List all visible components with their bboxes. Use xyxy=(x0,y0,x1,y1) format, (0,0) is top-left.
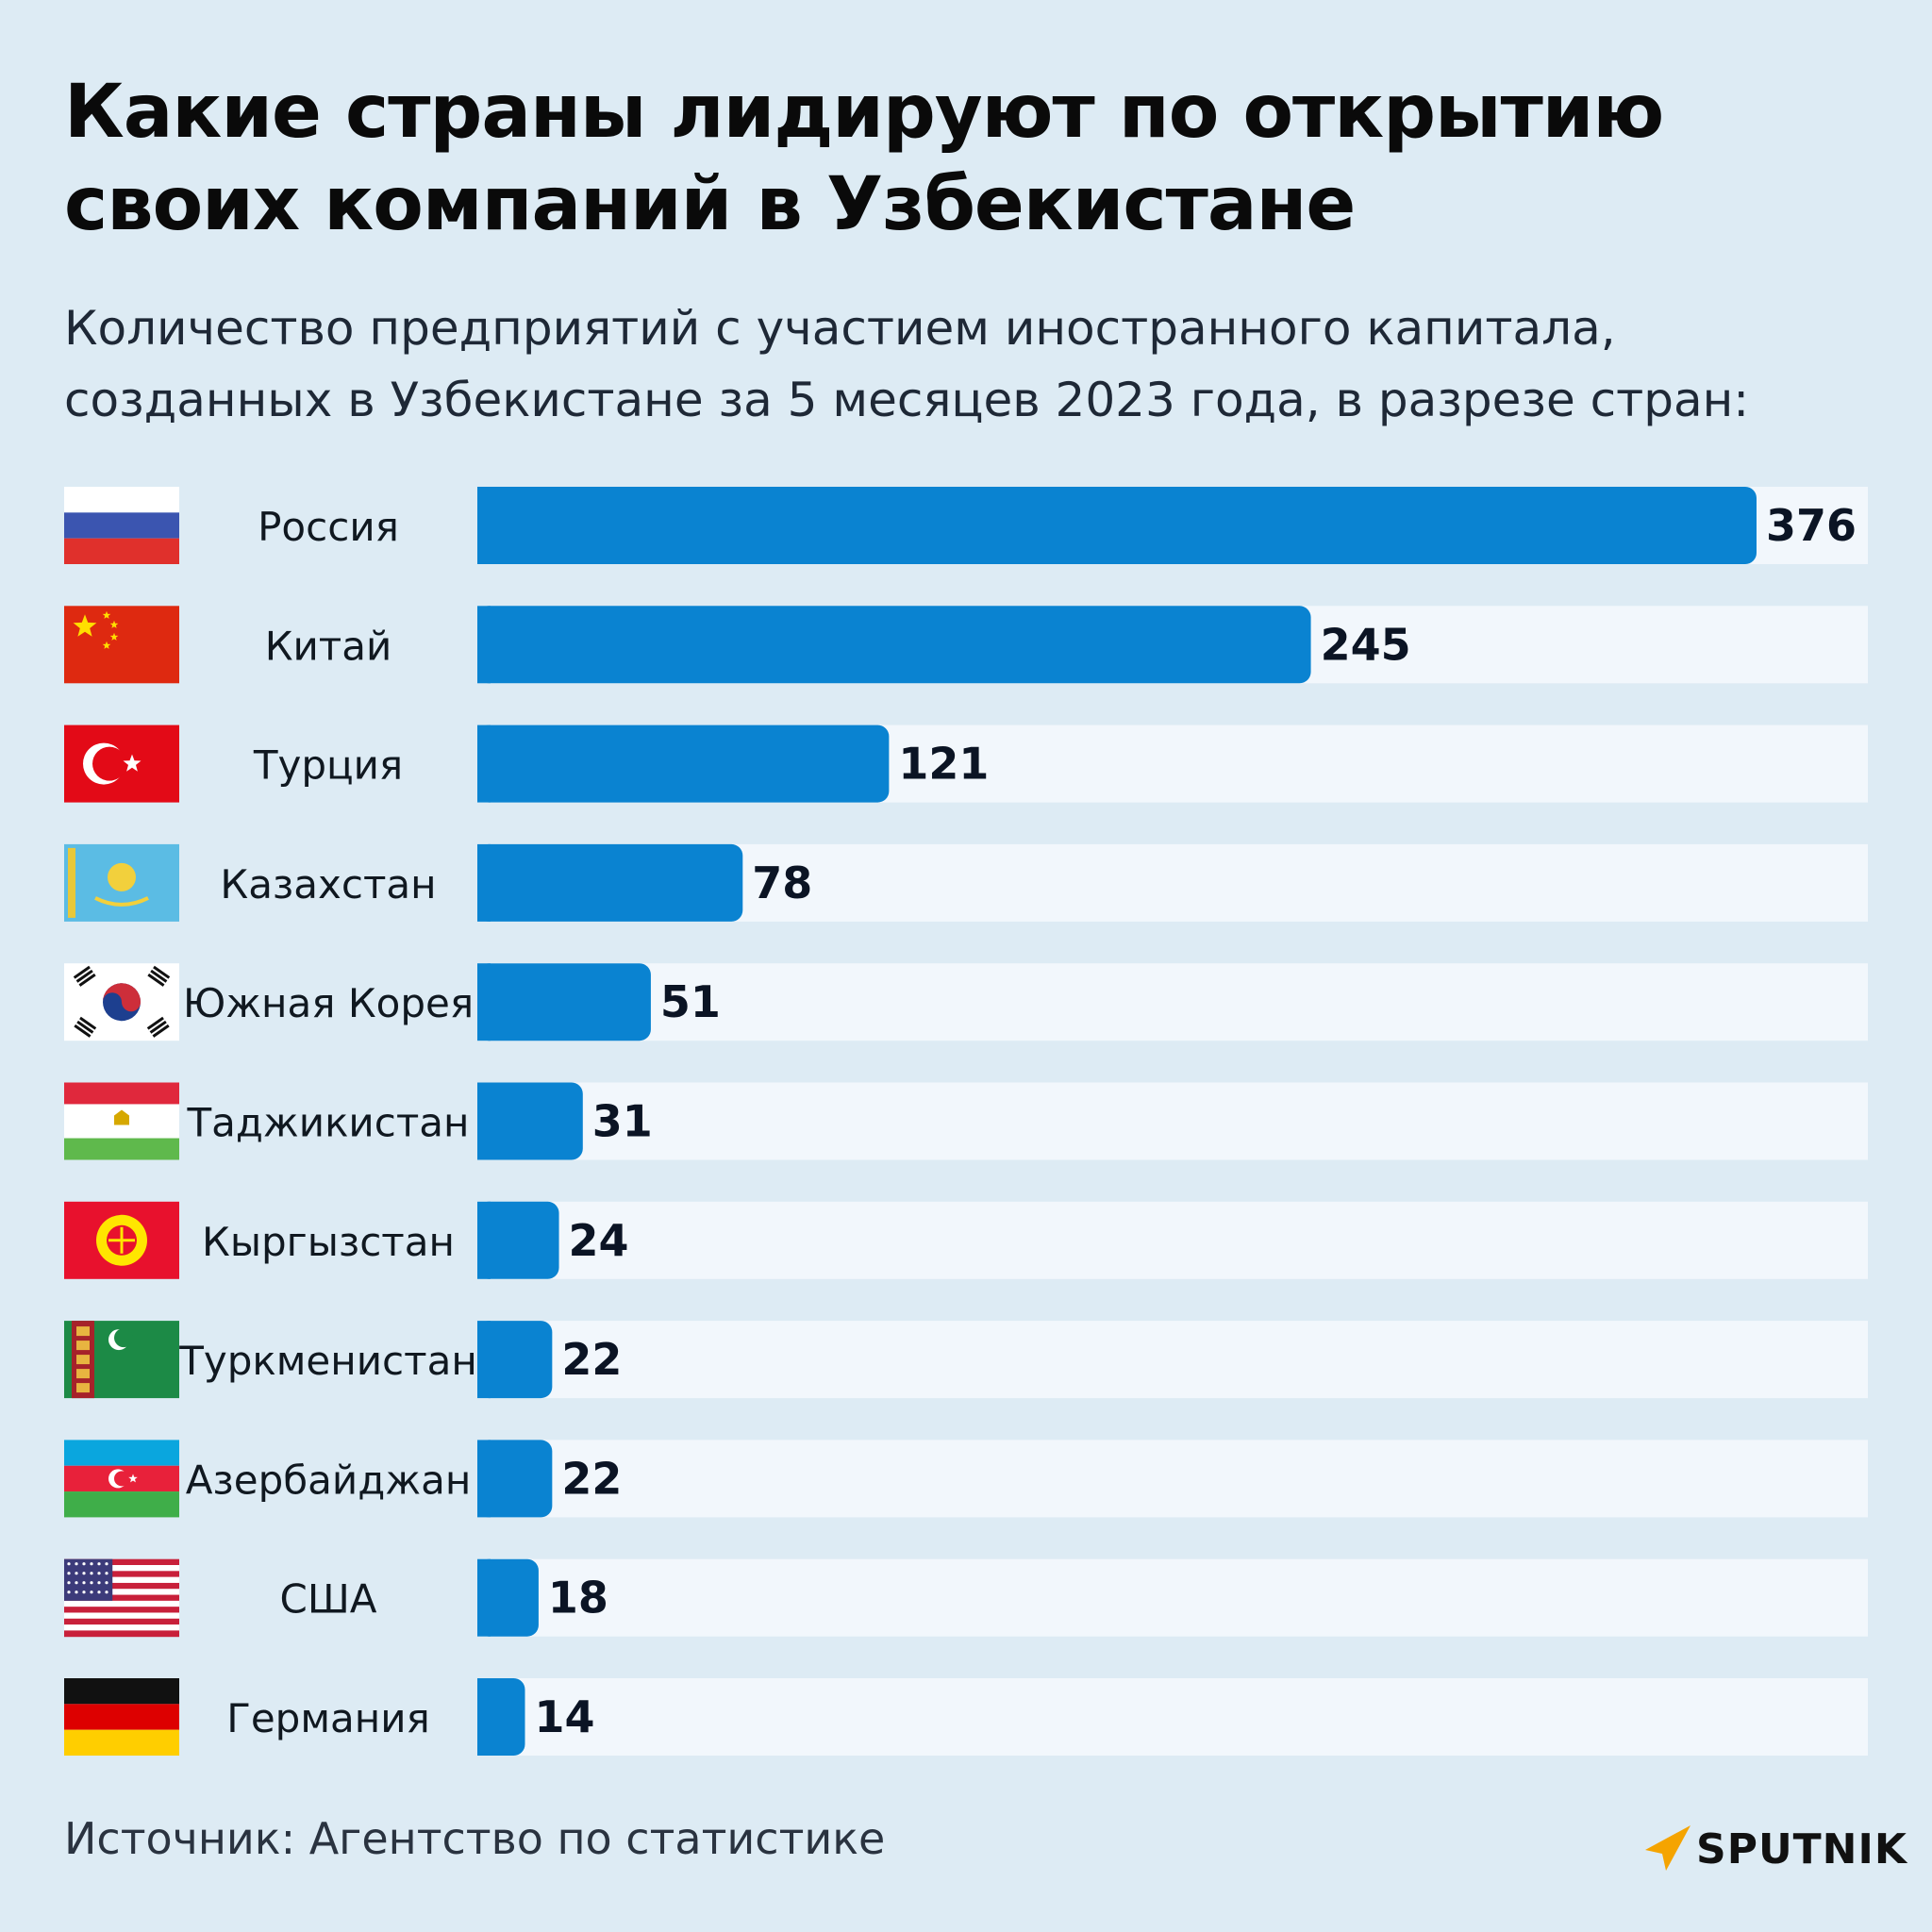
value-label: 31 xyxy=(592,1096,653,1147)
value-label: 78 xyxy=(752,858,812,908)
bar xyxy=(477,1082,583,1160)
category-label: Россия xyxy=(258,504,399,550)
bar-track xyxy=(477,1440,1868,1518)
category-label: США xyxy=(280,1576,377,1623)
russia-flag xyxy=(64,487,179,564)
south-korea-flag xyxy=(64,963,179,1041)
bar-track xyxy=(477,1321,1868,1399)
bar xyxy=(477,1440,553,1518)
china-flag xyxy=(64,606,179,684)
usa-flag xyxy=(64,1558,179,1638)
bar-left-edge xyxy=(477,963,491,1041)
category-label: Турция xyxy=(253,742,403,789)
bar xyxy=(477,843,743,922)
bar-left-edge xyxy=(477,1321,491,1399)
bar xyxy=(477,963,651,1041)
value-label: 245 xyxy=(1321,619,1411,670)
chart-subtitle: Количество предприятий с участием иностр… xyxy=(64,301,1750,427)
category-label: Туркменистан xyxy=(178,1338,477,1384)
bar-left-edge xyxy=(477,1201,491,1279)
value-label: 18 xyxy=(548,1573,608,1624)
category-label: Германия xyxy=(226,1695,430,1741)
bar-track xyxy=(477,1558,1868,1637)
source-note: Источник: Агентство по статистике xyxy=(64,1813,886,1864)
bar-left-edge xyxy=(477,724,491,803)
bar xyxy=(477,487,1757,564)
category-label: Китай xyxy=(265,623,392,669)
chart-title: Какие страны лидируют по открытию своих … xyxy=(64,70,1664,247)
value-label: 376 xyxy=(1766,500,1857,551)
bar xyxy=(477,1321,553,1399)
category-label: Казахстан xyxy=(220,861,436,908)
bar xyxy=(477,724,890,803)
category-label: Таджикистан xyxy=(187,1100,470,1146)
sputnik-logo: SPUTNIK xyxy=(1641,1821,1907,1877)
value-label: 24 xyxy=(569,1215,629,1266)
category-label: Кыргызстан xyxy=(202,1219,455,1265)
tajikistan-flag xyxy=(64,1082,179,1160)
bar-track xyxy=(477,963,1868,1041)
sputnik-arrow-icon xyxy=(1645,1825,1690,1871)
turkmenistan-flag xyxy=(64,1321,179,1399)
bar-left-edge xyxy=(477,1678,491,1756)
bar-left-edge xyxy=(477,487,491,564)
value-label: 22 xyxy=(561,1453,622,1504)
bar-track xyxy=(477,1678,1868,1756)
bar-left-edge xyxy=(477,1440,491,1518)
bar xyxy=(477,1558,539,1637)
bar xyxy=(477,1201,559,1279)
turkey-flag xyxy=(64,724,179,803)
category-label: Южная Корея xyxy=(183,980,474,1026)
bar-left-edge xyxy=(477,843,491,922)
bar-left-edge xyxy=(477,1558,491,1637)
bar-track xyxy=(477,1082,1868,1160)
value-label: 51 xyxy=(660,976,721,1027)
bar-track xyxy=(477,1201,1868,1279)
category-label: Азербайджан xyxy=(186,1457,472,1503)
value-label: 14 xyxy=(534,1691,594,1742)
logo-text: SPUTNIK xyxy=(1696,1824,1907,1874)
kazakhstan-flag xyxy=(64,843,179,922)
germany-flag xyxy=(64,1678,179,1756)
azerbaijan-flag xyxy=(64,1440,179,1518)
bar-left-edge xyxy=(477,1082,491,1160)
kyrgyzstan-flag xyxy=(64,1201,179,1279)
value-label: 121 xyxy=(898,739,989,790)
bar xyxy=(477,606,1311,684)
value-label: 22 xyxy=(561,1334,622,1385)
bar-left-edge xyxy=(477,606,491,684)
